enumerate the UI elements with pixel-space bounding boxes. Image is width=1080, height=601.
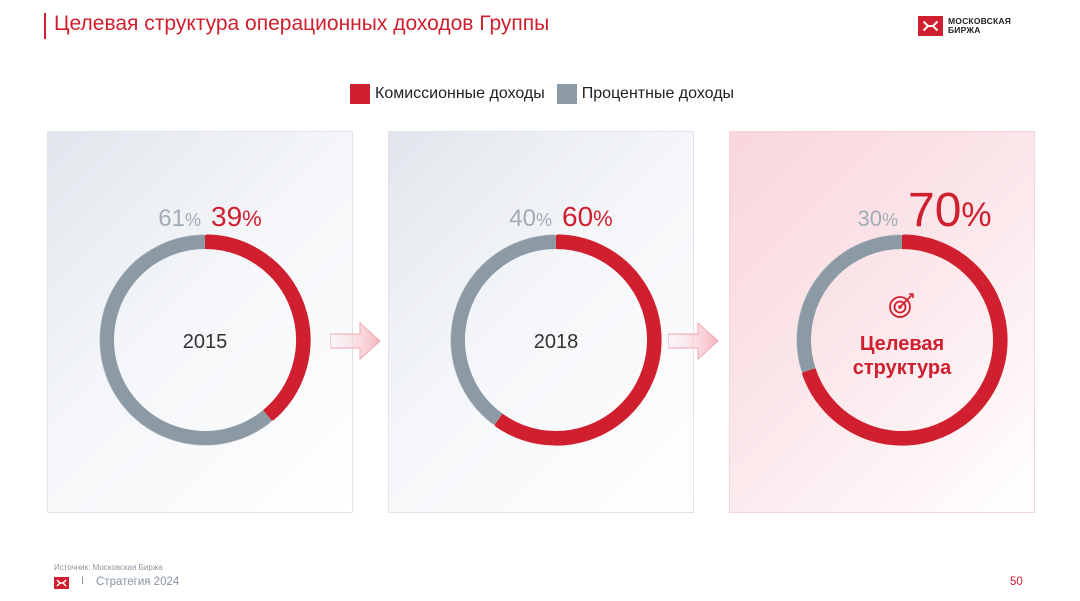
arrow-right-icon — [668, 321, 719, 361]
footer-logo-icon — [54, 577, 69, 589]
label-commission: 60% — [562, 201, 613, 232]
legend-swatch-commission — [350, 84, 370, 104]
page-number: 50 — [1010, 576, 1023, 588]
slice-commission — [494, 235, 661, 445]
moex-logo: МОСКОВСКАЯ БИРЖА — [918, 16, 1028, 36]
legend-item-interest: Процентные доходы — [556, 84, 735, 104]
panel-target — [729, 131, 1035, 513]
moex-logo-icon — [918, 16, 943, 36]
legend-label-commission: Комиссионные доходы — [375, 85, 545, 102]
label-interest: 61% — [158, 205, 201, 232]
slice-interest — [797, 235, 903, 373]
center-target-label: Целевая — [860, 333, 944, 355]
label-commission: 70% — [908, 184, 992, 237]
label-interest: 40% — [509, 205, 552, 232]
center-target-label: структура — [853, 357, 952, 379]
label-commission: 39% — [211, 201, 262, 232]
source-note: Источник: Московская Биржа — [54, 563, 163, 572]
label-interest: 30% — [858, 206, 899, 231]
footer-strategy: Стратегия 2024 — [96, 576, 180, 588]
arrow-right-icon — [330, 321, 381, 361]
slice-interest — [100, 235, 272, 445]
legend-item-commission: Комиссионные доходы — [350, 84, 545, 104]
center-year-label: 2018 — [534, 331, 579, 353]
slice-commission — [802, 235, 1007, 445]
moex-logo-text: МОСКОВСКАЯ БИРЖА — [948, 16, 1012, 35]
target-icon — [889, 293, 914, 318]
chart-legend: Комиссионные доходы Процентные доходы — [350, 84, 746, 104]
slice-interest — [451, 235, 557, 425]
center-year-label: 2015 — [183, 331, 228, 353]
footer-separator: I — [81, 575, 85, 587]
legend-label-interest: Процентные доходы — [581, 85, 735, 102]
legend-swatch-interest — [556, 84, 577, 104]
panel-2018 — [388, 131, 694, 513]
title-accent-bar — [44, 13, 46, 39]
page-title: Целевая структура операционных доходов Г… — [54, 12, 550, 35]
slice-commission — [204, 235, 310, 421]
